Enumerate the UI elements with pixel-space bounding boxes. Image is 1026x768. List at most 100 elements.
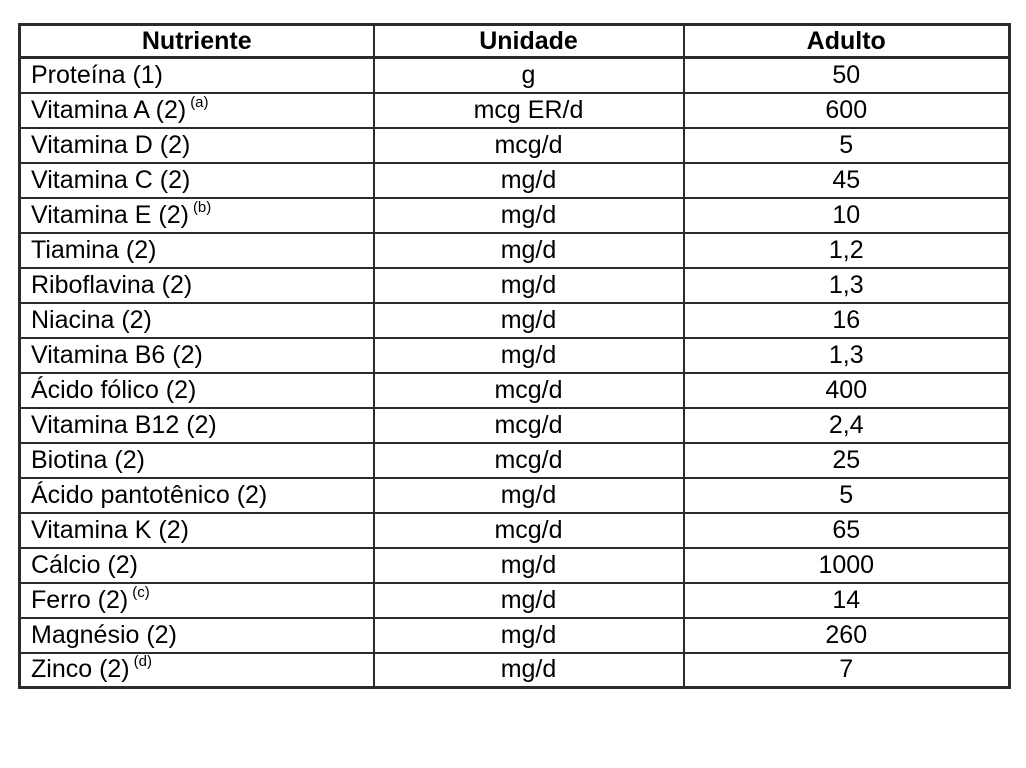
table-row: Proteína (1) g 50 <box>18 56 1011 94</box>
nutrient-name: Niacina (2) <box>31 305 152 334</box>
nutrient-name: Biotina (2) <box>31 445 145 474</box>
nutrient-cell: Vitamina D (2) <box>18 126 375 164</box>
unit-cell: mcg/d <box>372 126 685 164</box>
nutrient-name: Vitamina K (2) <box>31 515 189 544</box>
unit-cell: mg/d <box>372 546 685 584</box>
table-row: Tiamina (2) mg/d 1,2 <box>18 231 1011 269</box>
nutrient-cell: Tiamina (2) <box>18 231 375 269</box>
unit-cell: mg/d <box>372 616 685 654</box>
table-row: Niacina (2) mg/d 16 <box>18 301 1011 339</box>
unit-cell: mcg/d <box>372 406 685 444</box>
nutrient-table-container: Nutriente Unidade Adulto Proteína (1) g 50… <box>18 23 1011 689</box>
nutrient-name: Zinco (2) <box>31 655 130 684</box>
table-row: Cálcio (2) mg/d 1000 <box>18 546 1011 584</box>
adult-value-cell: 45 <box>682 161 1011 199</box>
nutrient-footnote-superscript: (c) <box>132 583 150 601</box>
nutrient-cell: Vitamina K (2) <box>18 511 375 549</box>
adult-value-cell: 65 <box>682 511 1011 549</box>
unit-cell: mcg ER/d <box>372 91 685 129</box>
table-row: Vitamina C (2) mg/d 45 <box>18 161 1011 199</box>
nutrient-name: Ácido pantotênico (2) <box>31 480 268 509</box>
nutrient-cell: Cálcio (2) <box>18 546 375 584</box>
nutrient-cell: Magnésio (2) <box>18 616 375 654</box>
nutrient-cell: Ácido pantotênico (2) <box>18 476 375 514</box>
nutrient-name: Magnésio (2) <box>31 620 177 649</box>
nutrient-cell: Ferro (2) (c) <box>18 581 375 619</box>
nutrient-footnote-superscript: (d) <box>133 653 152 671</box>
nutrient-cell: Ácido fólico (2) <box>18 371 375 409</box>
unit-cell: mg/d <box>372 301 685 339</box>
nutrient-name: Vitamina D (2) <box>31 130 191 159</box>
nutrients-table: Nutriente Unidade Adulto Proteína (1) g 50… <box>18 23 1011 689</box>
table-row: Zinco (2) (d) mg/d 7 <box>18 651 1011 689</box>
adult-value-cell: 16 <box>682 301 1011 339</box>
unit-cell: mg/d <box>372 266 685 304</box>
unit-cell: mg/d <box>372 161 685 199</box>
unit-cell: mcg/d <box>372 371 685 409</box>
nutrient-name: Tiamina (2) <box>31 235 157 264</box>
adult-value-cell: 14 <box>682 581 1011 619</box>
adult-value-cell: 1,2 <box>682 231 1011 269</box>
table-row: Vitamina B12 (2) mcg/d 2,4 <box>18 406 1011 444</box>
unit-cell: mg/d <box>372 231 685 269</box>
unit-cell: mcg/d <box>372 441 685 479</box>
nutrient-name: Vitamina A (2) <box>31 95 187 124</box>
adult-value-cell: 2,4 <box>682 406 1011 444</box>
table-row: Vitamina B6 (2) mg/d 1,3 <box>18 336 1011 374</box>
nutrient-cell: Vitamina B6 (2) <box>18 336 375 374</box>
adult-value-cell: 600 <box>682 91 1011 129</box>
nutrient-footnote-superscript: (a) <box>190 93 209 111</box>
table-row: Ferro (2) (c) mg/d 14 <box>18 581 1011 619</box>
nutrient-footnote-superscript: (b) <box>192 198 212 216</box>
nutrient-cell: Riboflavina (2) <box>18 266 375 304</box>
table-header-row: Nutriente Unidade Adulto <box>18 23 1011 59</box>
table-row: Riboflavina (2) mg/d 1,3 <box>18 266 1011 304</box>
adult-value-cell: 7 <box>682 651 1011 689</box>
adult-value-cell: 1,3 <box>682 336 1011 374</box>
table-row: Vitamina E (2) (b) mg/d 10 <box>18 196 1011 234</box>
adult-value-cell: 5 <box>682 476 1011 514</box>
unit-cell: mg/d <box>372 476 685 514</box>
nutrient-cell: Proteína (1) <box>18 56 375 94</box>
nutrient-name: Ferro (2) <box>31 585 129 614</box>
nutrient-cell: Vitamina C (2) <box>18 161 375 199</box>
nutrient-cell: Vitamina B12 (2) <box>18 406 375 444</box>
adult-value-cell: 50 <box>682 56 1011 94</box>
nutrient-name: Ácido fólico (2) <box>31 375 197 404</box>
unit-cell: mcg/d <box>372 511 685 549</box>
table-row: Magnésio (2) mg/d 260 <box>18 616 1011 654</box>
header-adulto: Adulto <box>682 23 1011 59</box>
nutrient-name: Cálcio (2) <box>31 550 138 579</box>
unit-cell: mg/d <box>372 196 685 234</box>
header-nutriente: Nutriente <box>18 23 375 59</box>
header-unidade: Unidade <box>372 23 685 59</box>
unit-cell: g <box>372 56 685 94</box>
adult-value-cell: 10 <box>682 196 1011 234</box>
nutrient-cell: Biotina (2) <box>18 441 375 479</box>
table-row: Vitamina K (2) mcg/d 65 <box>18 511 1011 549</box>
adult-value-cell: 400 <box>682 371 1011 409</box>
adult-value-cell: 1,3 <box>682 266 1011 304</box>
nutrient-name: Riboflavina (2) <box>31 270 193 299</box>
nutrient-name: Vitamina C (2) <box>31 165 191 194</box>
table-body: Proteína (1) g 50 Vitamina A (2) (a) mcg ER/d… <box>18 56 1011 689</box>
nutrient-cell: Vitamina A (2) (a) <box>18 91 375 129</box>
nutrient-name: Vitamina B12 (2) <box>31 410 217 439</box>
nutrient-cell: Vitamina E (2) (b) <box>18 196 375 234</box>
adult-value-cell: 1000 <box>682 546 1011 584</box>
nutrient-name: Vitamina B6 (2) <box>31 340 203 369</box>
table-row: Ácido pantotênico (2) mg/d 5 <box>18 476 1011 514</box>
adult-value-cell: 260 <box>682 616 1011 654</box>
nutrient-name: Vitamina E (2) <box>31 200 189 229</box>
table-row: Vitamina D (2) mcg/d 5 <box>18 126 1011 164</box>
nutrient-cell: Niacina (2) <box>18 301 375 339</box>
adult-value-cell: 25 <box>682 441 1011 479</box>
unit-cell: mg/d <box>372 581 685 619</box>
table-row: Biotina (2) mcg/d 25 <box>18 441 1011 479</box>
table-row: Vitamina A (2) (a) mcg ER/d 600 <box>18 91 1011 129</box>
nutrient-name: Proteína (1) <box>31 60 164 89</box>
table-row: Ácido fólico (2) mcg/d 400 <box>18 371 1011 409</box>
unit-cell: mg/d <box>372 336 685 374</box>
unit-cell: mg/d <box>372 651 685 689</box>
adult-value-cell: 5 <box>682 126 1011 164</box>
